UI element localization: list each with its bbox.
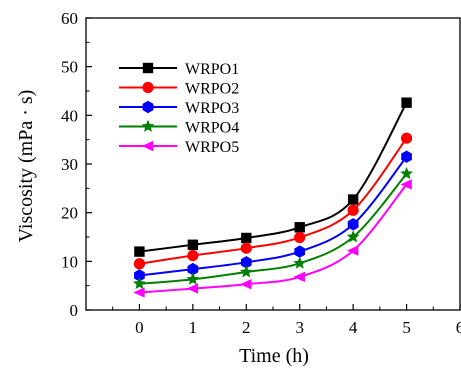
data-point xyxy=(187,262,199,276)
data-point xyxy=(241,232,252,244)
data-point xyxy=(133,287,145,298)
series-line xyxy=(139,137,408,265)
series-layer xyxy=(133,97,413,298)
legend-label: WRPO4 xyxy=(185,120,239,137)
series-wrpo4 xyxy=(133,167,413,290)
data-point xyxy=(186,272,200,285)
data-point xyxy=(133,258,146,270)
series-line xyxy=(139,102,408,253)
data-point xyxy=(347,194,359,205)
data-point xyxy=(401,150,412,163)
data-point xyxy=(187,239,199,250)
legend-label: WRPO1 xyxy=(185,61,239,78)
series-line xyxy=(139,173,408,285)
data-point xyxy=(294,222,305,233)
data-point xyxy=(400,179,412,190)
data-point xyxy=(240,279,252,290)
y-tick-label: 30 xyxy=(61,155,78,174)
data-point xyxy=(134,269,145,282)
data-point xyxy=(347,204,359,216)
data-point xyxy=(293,271,305,283)
series-wrpo1 xyxy=(134,97,412,257)
data-point xyxy=(346,230,360,243)
series-line xyxy=(139,183,408,294)
legend-entry: WRPO3 xyxy=(119,100,239,117)
y-tick-label: 0 xyxy=(70,301,79,320)
x-tick-label: 1 xyxy=(189,318,198,337)
data-point xyxy=(240,242,252,254)
legend-label: WRPO3 xyxy=(185,100,239,117)
x-axis-label: Time (h) xyxy=(239,345,309,367)
y-tick-label: 20 xyxy=(61,204,78,223)
legend-marker xyxy=(142,81,154,94)
x-tick-label: 5 xyxy=(402,318,411,337)
x-tick-label: 3 xyxy=(295,318,304,337)
legend-label: WRPO5 xyxy=(185,139,239,156)
x-tick-label: 6 xyxy=(456,318,461,337)
legend-marker xyxy=(142,62,154,74)
legend-entry: WRPO5 xyxy=(119,139,239,156)
y-tick-label: 40 xyxy=(61,106,78,125)
data-point xyxy=(401,97,412,108)
x-tick-label: 0 xyxy=(135,318,144,337)
legend: WRPO1 WRPO2 WRPO3 WRPO4 WRPO5 xyxy=(119,61,239,156)
data-point xyxy=(133,277,146,290)
y-tick-label: 10 xyxy=(61,252,78,271)
legend-entry: WRPO1 xyxy=(119,61,239,78)
data-point xyxy=(346,245,359,256)
series-wrpo2 xyxy=(133,132,413,270)
x-tick-label: 2 xyxy=(242,318,251,337)
legend-entry: WRPO2 xyxy=(119,81,239,98)
y-tick-label: 60 xyxy=(61,9,78,28)
y-tick-label: 50 xyxy=(61,58,78,77)
data-point xyxy=(134,246,145,257)
data-point xyxy=(293,256,307,269)
legend-entry: WRPO4 xyxy=(119,120,239,137)
legend-marker xyxy=(142,100,154,114)
data-point xyxy=(186,283,199,294)
legend-marker xyxy=(141,140,154,152)
data-point xyxy=(347,218,359,231)
x-tick-label: 4 xyxy=(349,318,358,337)
data-point xyxy=(187,249,199,262)
series-wrpo5 xyxy=(133,179,412,298)
data-point xyxy=(240,256,252,269)
y-axis-label: Viscosity (mPa · s) xyxy=(15,90,37,243)
data-point xyxy=(400,132,413,144)
legend-label: WRPO2 xyxy=(185,81,239,98)
data-point xyxy=(239,265,253,278)
data-point xyxy=(294,231,306,244)
data-point xyxy=(294,245,306,258)
data-point xyxy=(400,167,413,180)
legend-marker xyxy=(141,119,155,132)
series-wrpo3 xyxy=(134,150,412,282)
